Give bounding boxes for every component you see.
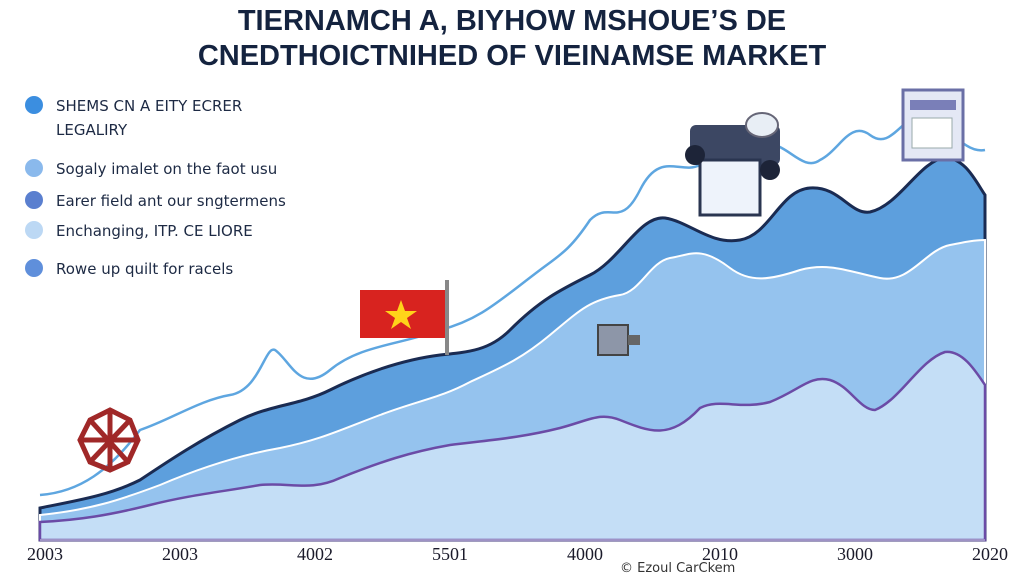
legend-label: Earer field ant our sngtermens [56, 192, 286, 210]
legend-label: SHEMS CN A EITY ECRER [56, 97, 242, 115]
low-area [38, 350, 987, 542]
title-line: TIERNAMCH A, BIYHOW MSHOUE’S DE [238, 5, 786, 37]
title-line: CNEDTHOICTNIHED OF VIEINAMSE MARKET [198, 40, 827, 72]
x-label: 4000 [567, 544, 603, 564]
x-label: 2003 [27, 544, 63, 564]
legend-label: Sogaly imalet on the faot usu [56, 160, 277, 178]
x-label: 2003 [162, 544, 198, 564]
legend-label: LEGALIRY [56, 121, 128, 139]
car-icon [685, 112, 780, 217]
legend-label: Rowe up quilt for racels [56, 260, 233, 278]
flag [360, 280, 449, 355]
legend-dot [25, 221, 43, 239]
x-label: 5501 [432, 544, 468, 564]
calendar-icon [901, 88, 965, 162]
x-label: 2010 [702, 544, 738, 564]
legend-dot [25, 96, 43, 114]
upper-wave-line [39, 113, 986, 497]
legend-label: Enchanging, ITP. CE LIORE [56, 222, 253, 240]
x-label: 3000 [837, 544, 873, 564]
title: TIERNAMCH A, BIYHOW MSHOUE’S DECNEDTHOIC… [198, 5, 827, 72]
x-label: 2020 [972, 544, 1008, 564]
footer: © Ezoul CarCkem [620, 561, 735, 576]
x-labels: 2003 2003 4002 5501 4000 2010 3000 2020 [27, 544, 1008, 564]
legend-dot [25, 259, 43, 277]
wheel-icon [77, 407, 141, 473]
x-label: 4002 [297, 544, 333, 564]
legend-dot [25, 191, 43, 209]
areas [38, 113, 987, 542]
legend: SHEMS CN A EITY ECRER LEGALIRY Sogaly imal… [25, 96, 286, 278]
legend-dot [25, 159, 43, 177]
gear-icon [597, 324, 640, 356]
